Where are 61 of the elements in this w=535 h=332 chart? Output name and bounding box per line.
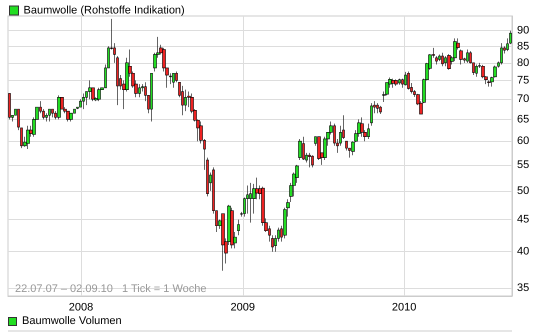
candlestick [150,72,153,122]
y-tick-label: 50 [517,184,530,197]
candlestick [398,78,401,86]
candlestick [82,93,85,110]
candlestick [453,38,457,62]
candlestick [181,86,184,116]
x-tick-label: 2010 [392,302,416,314]
candlestick [466,49,469,64]
candlestick [57,95,61,120]
candlestick [172,72,175,88]
candlestick [302,136,305,160]
candlestick [66,110,70,122]
candlestick [69,112,73,122]
candlestick [441,52,444,67]
candlestick [298,138,302,160]
candlestick [475,64,478,78]
candlestick [237,219,240,236]
candlestick [311,154,314,168]
candlestick [360,117,364,138]
y-tick-label: 70 [517,93,530,106]
annotation: 22.07.07 – 02.09.10 [15,283,113,295]
candlestick [221,213,225,272]
y-tick-label: 45 [517,214,530,226]
x-tick-label: 2008 [68,302,94,314]
candlestick [394,79,398,86]
text: Baumwolle Volumen [22,315,122,327]
candlestick [444,56,447,67]
y-tick-label: 60 [517,135,530,148]
candlestick [459,49,463,65]
candlestick [404,72,407,86]
y-tick-label: 55 [517,158,530,171]
candlestick [447,54,451,70]
y-tick-label: 35 [517,282,530,294]
annotation: 1 Tick = 1 Woche [122,283,206,295]
candlestick [97,87,101,102]
candlestick [391,78,395,88]
candlestick [8,93,11,120]
candlestick [370,102,373,126]
candlestick [230,207,234,249]
candlestick [308,152,311,168]
y-tick-label: 65 [517,113,530,126]
candlestick [367,123,370,140]
y-tick-label: 80 [517,56,530,69]
candlestick [26,125,30,150]
candlestick [376,102,379,114]
candlestick [184,89,187,112]
y-tick-label: 75 [517,74,530,86]
candlestick [500,42,503,65]
candlestick [48,108,51,122]
candlestick [138,84,141,98]
candlestick [487,80,491,87]
y-tick-label: 85 [517,40,530,52]
y-tick-label: 90 [517,24,530,37]
candlestick [379,106,382,114]
x-tick-label: 2009 [230,302,255,314]
candlestick [45,112,48,122]
candlestick [407,71,410,90]
candlestick [51,108,54,118]
candlestick [249,182,252,223]
legend-label: Baumwolle (Rohstoffe Indikation) [24,4,185,16]
y-tick-label: 40 [517,246,530,258]
